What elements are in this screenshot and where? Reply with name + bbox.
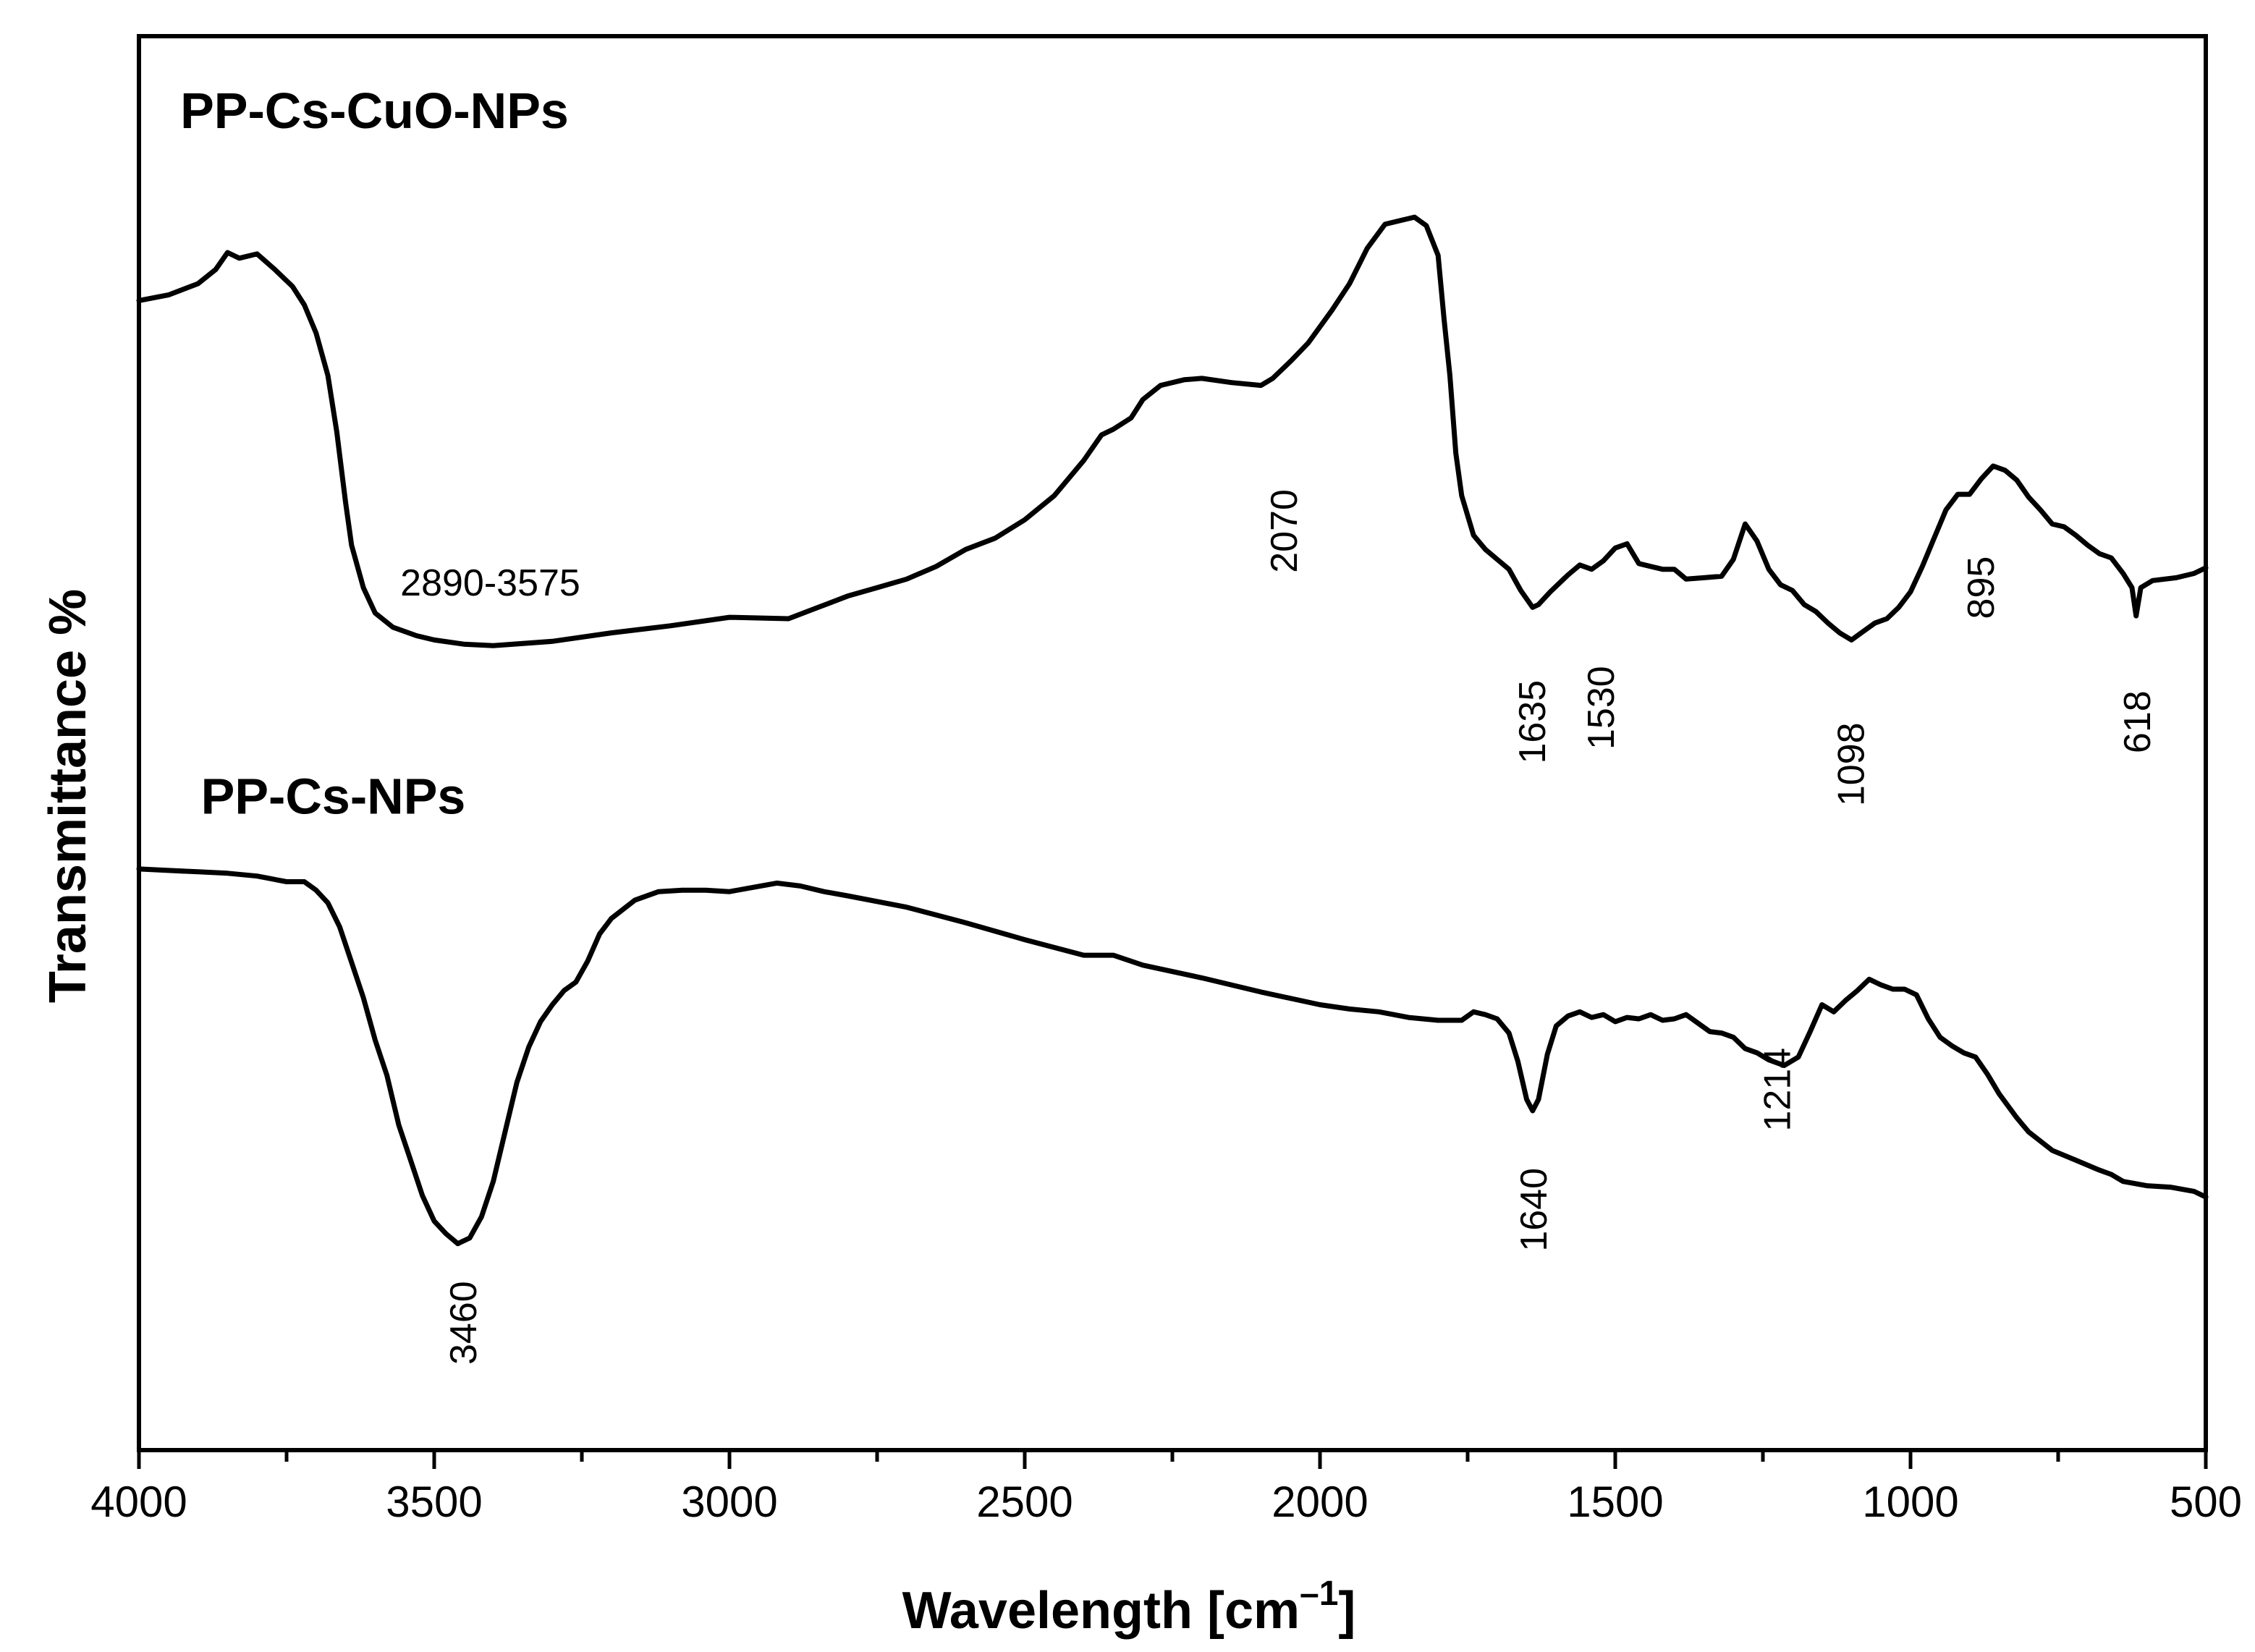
x-tick-label: 1500 bbox=[1567, 1478, 1663, 1526]
series-labels: PP-Cs-CuO-NPs PP-Cs-NPs bbox=[180, 82, 569, 825]
peak-label-895: 895 bbox=[1960, 556, 2002, 619]
x-tick-label: 2500 bbox=[976, 1478, 1072, 1526]
peak-annotations: 2890-3575 2070 1635 1530 1098 895 618 3460 1640 1… bbox=[400, 489, 2159, 1365]
peak-label-1635: 1635 bbox=[1512, 680, 1554, 764]
series-label-pp-cs-cuo-nps: PP-Cs-CuO-NPs bbox=[180, 82, 569, 139]
x-tick-label: 3000 bbox=[681, 1478, 777, 1526]
x-axis-title-main: Wavelength [cm bbox=[902, 1582, 1300, 1640]
y-axis-title: Transmittance % bbox=[39, 589, 97, 1003]
series-label-pp-cs-nps: PP-Cs-NPs bbox=[201, 768, 466, 825]
x-axis-title: Wavelength [cm–1] bbox=[902, 1575, 1356, 1640]
series-lines bbox=[136, 214, 2209, 1247]
peak-label-618: 618 bbox=[2117, 690, 2159, 753]
x-axis-tick-labels: 4000 3500 3000 2500 2000 1500 1000 500 bbox=[90, 1478, 2242, 1526]
peak-label-1098: 1098 bbox=[1830, 722, 1872, 806]
x-tick-label: 1000 bbox=[1862, 1478, 1958, 1526]
series-line-pp-cs-nps bbox=[136, 866, 2209, 1247]
x-tick-label: 2000 bbox=[1272, 1478, 1368, 1526]
x-tick-label: 4000 bbox=[90, 1478, 187, 1526]
peak-label-2070: 2070 bbox=[1264, 489, 1306, 573]
peak-label-1214: 1214 bbox=[1756, 1048, 1798, 1132]
peak-label-3460: 3460 bbox=[443, 1281, 485, 1365]
x-axis-title-end: ] bbox=[1338, 1582, 1355, 1640]
peak-label-1530: 1530 bbox=[1581, 666, 1622, 750]
peak-label-1640: 1640 bbox=[1513, 1168, 1555, 1252]
x-tick-label: 3500 bbox=[386, 1478, 482, 1526]
x-tick-label: 500 bbox=[2170, 1478, 2242, 1526]
x-axis-title-superscript: –1 bbox=[1300, 1575, 1338, 1613]
x-axis-ticks bbox=[137, 1450, 2208, 1469]
peak-label-2890-3575: 2890-3575 bbox=[400, 562, 580, 604]
series-line-pp-cs-cuo-nps bbox=[136, 214, 2209, 648]
